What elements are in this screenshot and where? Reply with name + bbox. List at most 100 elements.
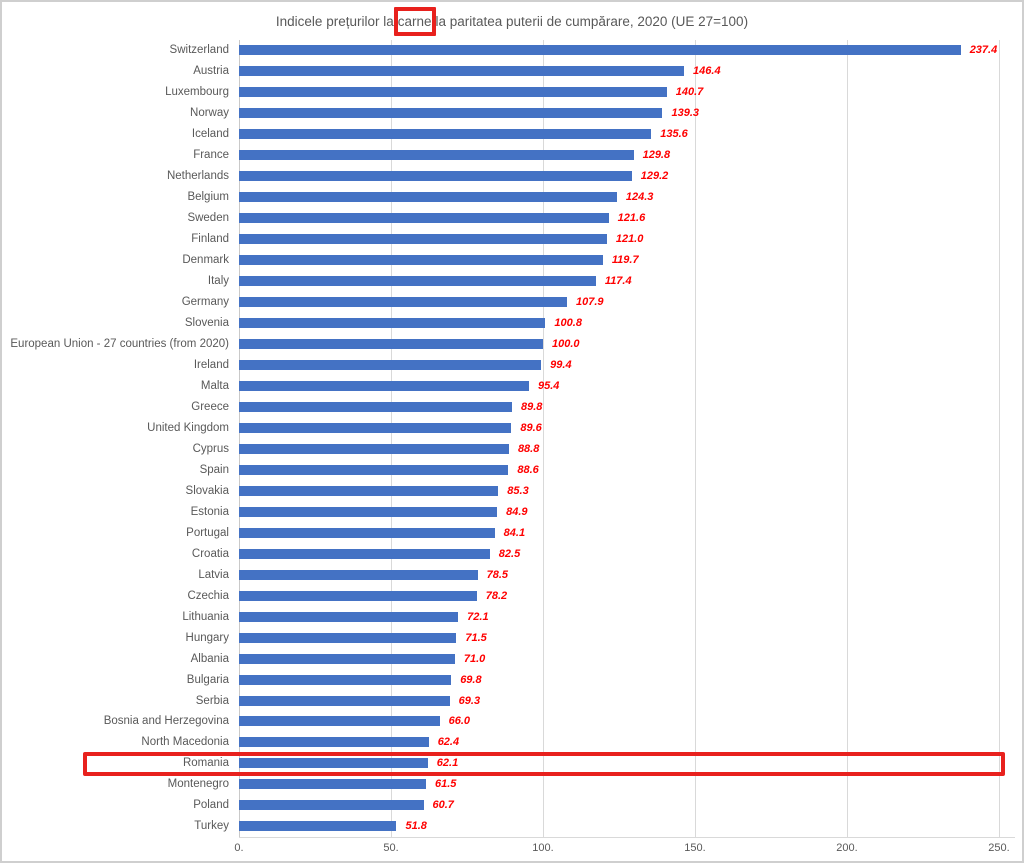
bar-track: 69.3 — [239, 690, 1022, 711]
value-label: 61.5 — [434, 778, 457, 791]
chart-row: Bulgaria 69.8 — [2, 669, 1022, 690]
bar-track: 139.3 — [239, 103, 1022, 124]
value-bar — [239, 87, 667, 98]
value-bar — [239, 443, 509, 454]
value-bar — [239, 716, 440, 727]
value-label: 78.2 — [485, 589, 508, 602]
bar-track: 71.0 — [239, 648, 1022, 669]
value-label: 124.3 — [625, 191, 654, 204]
chart-row: Romania 62.1 — [2, 753, 1022, 774]
bar-track: 51.8 — [239, 816, 1022, 837]
bar-track: 135.6 — [239, 124, 1022, 145]
category-label: Germany — [181, 296, 229, 309]
category-label: European Union - 27 countries (from 2020… — [10, 338, 229, 351]
value-bar — [239, 401, 512, 412]
value-bar — [239, 339, 543, 350]
chart-row: Austria 146.4 — [2, 61, 1022, 82]
bar-track: 62.1 — [239, 753, 1022, 774]
chart-row: Czechia 78.2 — [2, 585, 1022, 606]
bar-track: 84.9 — [239, 501, 1022, 522]
value-bar — [239, 527, 495, 538]
bar-track: 69.8 — [239, 669, 1022, 690]
gridline — [391, 40, 392, 837]
value-label: 146.4 — [693, 65, 721, 78]
value-label: 71.0 — [463, 652, 486, 665]
value-bar — [239, 590, 477, 601]
value-label: 107.9 — [576, 296, 604, 309]
value-label: 117.4 — [604, 275, 632, 288]
category-label: Latvia — [198, 568, 229, 581]
value-label: 99.4 — [550, 359, 572, 372]
value-bar — [239, 800, 424, 811]
gridline — [695, 40, 696, 837]
chart-row: Turkey 51.8 — [2, 816, 1022, 837]
chart-row: Norway 139.3 — [2, 103, 1022, 124]
category-label: Montenegro — [167, 778, 229, 791]
value-bar — [239, 360, 542, 371]
chart-row: Portugal 84.1 — [2, 522, 1022, 543]
bar-track: 237.4 — [239, 40, 1022, 61]
category-label: United Kingdom — [147, 421, 229, 434]
value-label: 84.1 — [503, 526, 526, 539]
bar-track: 117.4 — [239, 271, 1022, 292]
value-bar — [239, 548, 490, 559]
x-axis: 0. 50. 100. 150. 200. 250. — [2, 837, 1022, 861]
x-axis-tick-label: 50. — [383, 842, 399, 854]
category-label: Bulgaria — [186, 673, 229, 686]
value-label: 62.1 — [436, 757, 459, 770]
value-label: 82.5 — [498, 547, 521, 560]
value-bar — [239, 255, 603, 266]
category-label: Malta — [200, 379, 229, 392]
category-label: Poland — [193, 799, 229, 812]
value-label: 69.3 — [458, 694, 481, 707]
category-label: Netherlands — [166, 170, 229, 183]
bar-track: 89.8 — [239, 396, 1022, 417]
bar-track: 62.4 — [239, 732, 1022, 753]
bar-track: 107.9 — [239, 292, 1022, 313]
value-bar — [239, 821, 397, 832]
category-label: Spain — [199, 463, 229, 476]
bar-track: 61.5 — [239, 774, 1022, 795]
title-boxed-word: carne — [397, 13, 432, 29]
gridline — [999, 40, 1000, 837]
value-label: 78.5 — [486, 568, 509, 581]
plot-area: Switzerland 237.4 Austria 146.4 Luxembourg 14… — [2, 40, 1022, 838]
value-label: 89.8 — [520, 400, 543, 413]
value-bar — [239, 737, 429, 748]
value-bar — [239, 380, 530, 391]
value-label: 121.0 — [615, 233, 644, 246]
chart-row: Bosnia and Herzegovina 66.0 — [2, 711, 1022, 732]
category-label: Cyprus — [192, 442, 229, 455]
bar-track: 60.7 — [239, 795, 1022, 816]
value-bar — [239, 485, 499, 496]
chart-title-suffix: la paritatea puterii de cumpărare, 2020 … — [435, 13, 749, 29]
category-label: Sweden — [187, 212, 229, 225]
category-label: Croatia — [191, 547, 229, 560]
value-bar — [239, 464, 509, 475]
category-label: Switzerland — [169, 44, 229, 57]
value-bar — [239, 779, 426, 790]
chart-row: France 129.8 — [2, 145, 1022, 166]
bar-rows: Switzerland 237.4 Austria 146.4 Luxembourg 14… — [2, 40, 1022, 837]
category-label: Slovenia — [184, 317, 229, 330]
value-bar — [239, 695, 450, 706]
chart-row: Lithuania 72.1 — [2, 606, 1022, 627]
category-label: Lithuania — [182, 610, 229, 623]
value-label: 62.4 — [437, 736, 460, 749]
x-axis-tick-label: 0. — [234, 842, 244, 854]
bar-track: 100.0 — [239, 334, 1022, 355]
category-label: Norway — [190, 107, 229, 120]
x-axis-tick-label: 150. — [684, 842, 706, 854]
bar-track: 121.6 — [239, 208, 1022, 229]
bar-track: 78.2 — [239, 585, 1022, 606]
chart-row: North Macedonia 62.4 — [2, 732, 1022, 753]
chart-row: Slovenia 100.8 — [2, 313, 1022, 334]
chart-row: Montenegro 61.5 — [2, 774, 1022, 795]
value-label: 60.7 — [432, 799, 454, 812]
chart-row: Sweden 121.6 — [2, 208, 1022, 229]
category-label: North Macedonia — [141, 736, 229, 749]
chart-row: Albania 71.0 — [2, 648, 1022, 669]
value-bar — [239, 108, 663, 119]
category-label: France — [193, 149, 229, 162]
value-label: 88.8 — [517, 442, 540, 455]
